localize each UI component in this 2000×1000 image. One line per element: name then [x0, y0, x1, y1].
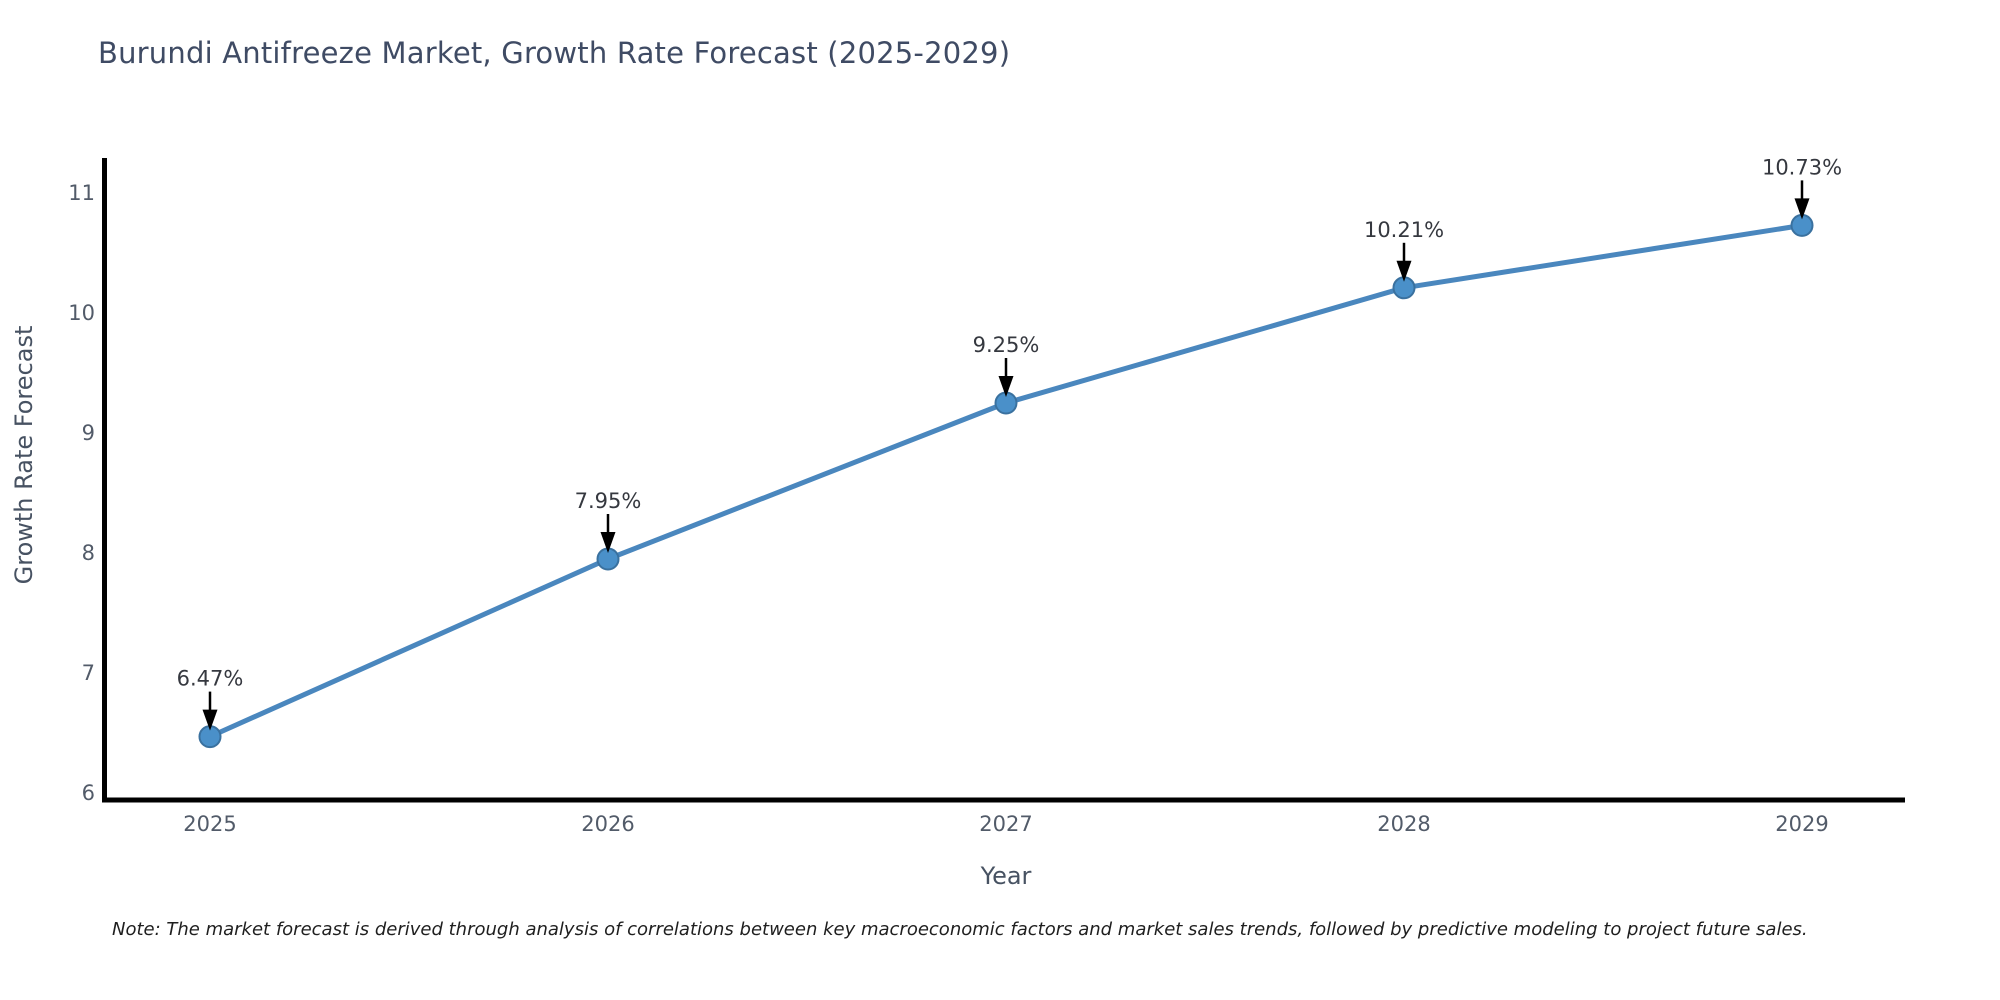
annotation-arrow-head [600, 532, 616, 553]
annotation-arrow-head [202, 709, 218, 731]
x-tick-label: 2027 [979, 812, 1032, 836]
footnote: Note: The market forecast is derived thr… [112, 919, 1808, 940]
point-annotation: 7.95% [575, 489, 642, 513]
y-axis-label: Growth Rate Forecast [10, 325, 38, 585]
y-tick-label: 11 [68, 181, 95, 205]
point-annotation: 10.21% [1364, 218, 1444, 242]
y-tick-label: 9 [82, 421, 95, 445]
forecast-line [207, 222, 1805, 740]
point-annotation: 9.25% [973, 333, 1040, 357]
y-tick-label: 7 [82, 661, 95, 685]
x-tick-label: 2026 [581, 812, 634, 836]
x-tick-label: 2025 [183, 812, 236, 836]
point-annotation: 10.73% [1762, 155, 1842, 179]
x-tick-label: 2029 [1775, 812, 1828, 836]
point-annotation: 6.47% [177, 667, 244, 691]
annotation-arrow-head [1396, 260, 1412, 282]
x-axis-label: Year [980, 862, 1032, 890]
x-tick-label: 2028 [1377, 812, 1430, 836]
y-tick-label: 6 [82, 781, 95, 805]
annotation-arrow-head [1794, 198, 1810, 220]
annotation-arrow-head [998, 376, 1014, 397]
y-tick-label: 10 [68, 301, 95, 325]
y-tick-label: 8 [82, 541, 95, 565]
chart-title: Burundi Antifreeze Market, Growth Rate F… [98, 36, 1011, 70]
